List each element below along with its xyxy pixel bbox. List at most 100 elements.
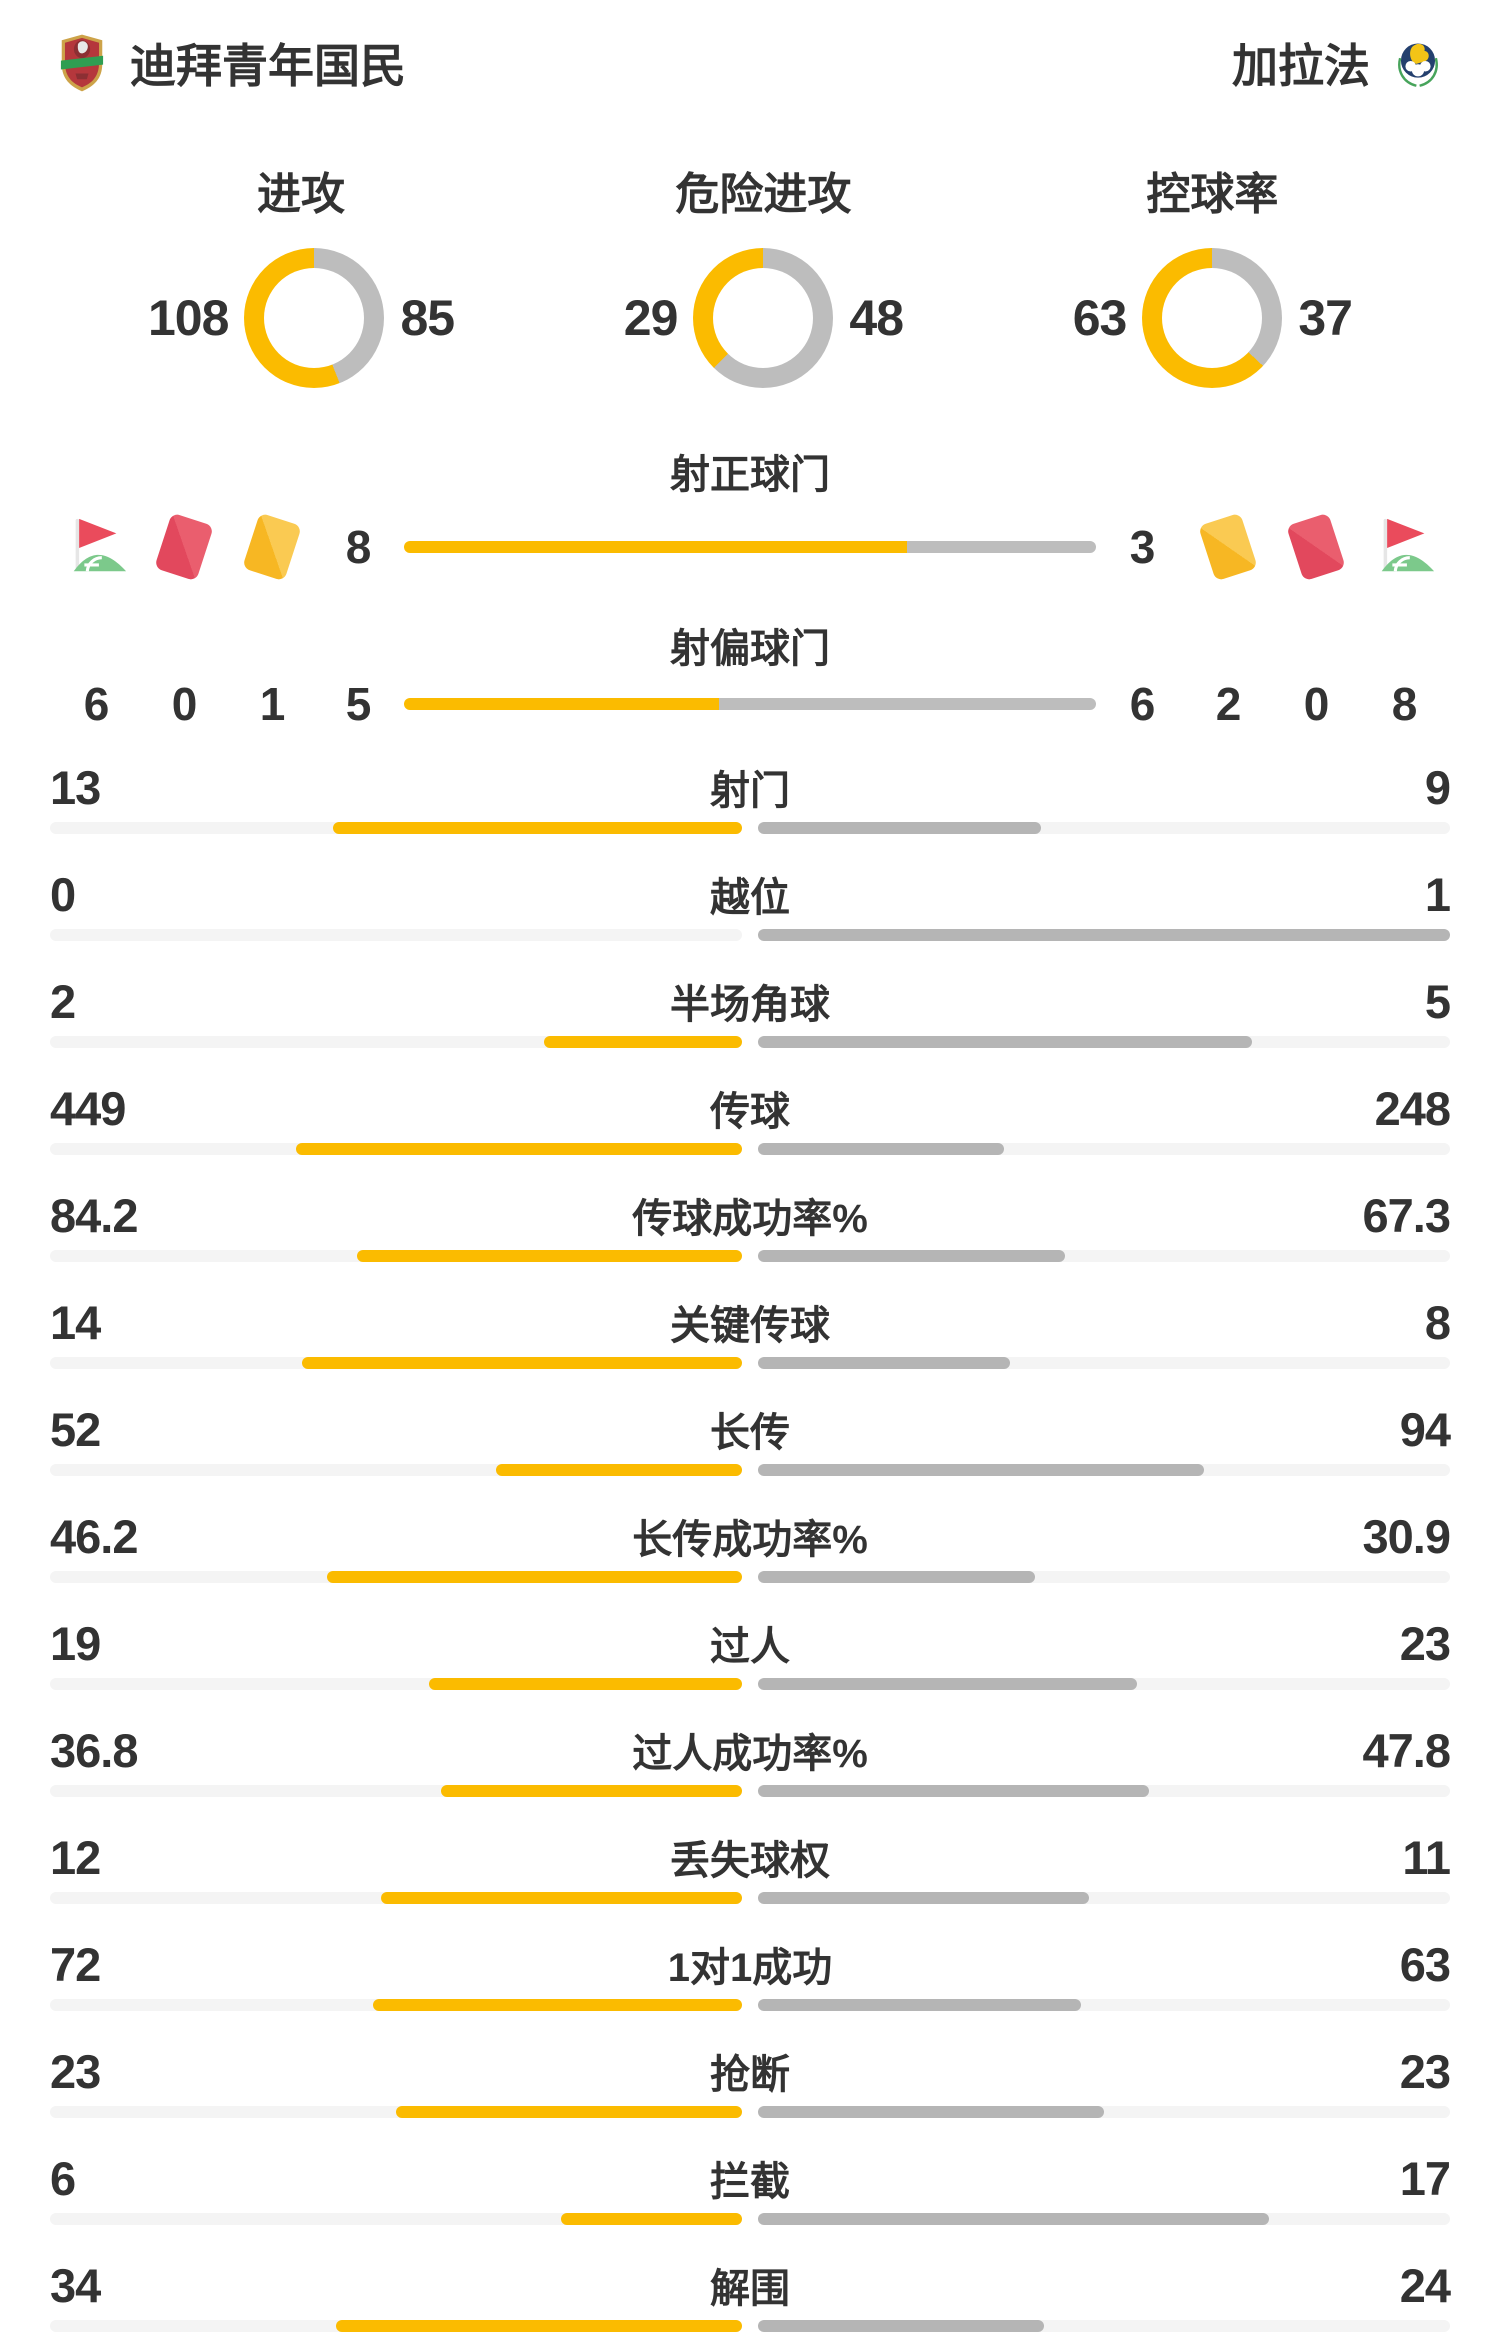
donut-charts-section: 进攻 108 85 危险进攻 29 48 控球率 63 37 <box>0 158 1500 388</box>
away-value: 85 <box>400 290 455 346</box>
away-team: 加拉法 <box>1232 30 1444 96</box>
red-card-icon <box>144 512 224 582</box>
red-card-icon <box>1276 512 1356 582</box>
stat-head: 0 越位 1 <box>50 867 1451 921</box>
away-bar-fill <box>758 1143 1005 1155</box>
stat-head: 84.2 传球成功率% 67.3 <box>50 1188 1451 1242</box>
home-bar-fill <box>296 1143 742 1155</box>
away-bar-fill <box>758 1357 1010 1369</box>
donut-chart: 危险进攻 29 48 <box>623 158 904 388</box>
donut-hole <box>1162 268 1263 368</box>
away-value: 17 <box>1399 2151 1451 2205</box>
away-bar-track <box>758 1036 1450 1048</box>
stat-bars <box>50 929 1450 941</box>
stat-row: 0 越位 1 <box>50 867 1451 941</box>
home-bar-track <box>50 1036 742 1048</box>
home-value: 12 <box>50 1830 101 1884</box>
home-bar-track <box>50 929 742 941</box>
away-bar-fill <box>758 929 1450 941</box>
shots-on-target-title: 射正球门 <box>670 453 830 497</box>
home-bar-track <box>50 1678 742 1690</box>
stat-bars <box>50 2320 1450 2332</box>
home-value: 29 <box>623 290 679 346</box>
home-value: 52 <box>50 1402 101 1456</box>
home-value: 63 <box>1072 290 1128 346</box>
home-value: 13 <box>50 760 101 814</box>
stat-label: 过人成功率% <box>632 1732 868 1776</box>
stat-bars <box>50 2106 1450 2118</box>
stat-row: 34 解围 24 <box>50 2258 1451 2332</box>
home-bar-fill <box>380 1892 742 1904</box>
stat-label: 传球成功率% <box>632 1197 868 1241</box>
away-bar-track <box>758 822 1450 834</box>
donut-label: 控球率 <box>1146 170 1279 219</box>
home-team-logo <box>56 33 108 93</box>
away-value: 9 <box>1424 760 1451 814</box>
away-value: 30.9 <box>1362 1509 1451 1563</box>
stat-head: 23 抢断 23 <box>50 2044 1451 2098</box>
stat-row: 36.8 过人成功率% 47.8 <box>50 1723 1451 1797</box>
away-value: 47.8 <box>1362 1723 1451 1777</box>
header: 迪拜青年国民 加拉法 <box>0 0 1500 96</box>
yellow-card-icon-shape <box>1198 512 1258 582</box>
donut-chart: 控球率 63 37 <box>1072 158 1353 388</box>
stat-head: 6 拦截 17 <box>50 2151 1451 2205</box>
home-red-card-count: 0 <box>171 678 198 730</box>
donut-hole <box>264 268 365 368</box>
stat-row: 52 长传 94 <box>50 1402 1451 1476</box>
stat-bars <box>50 1785 1450 1797</box>
away-value: 48 <box>849 290 904 346</box>
stat-head: 52 长传 94 <box>50 1402 1451 1456</box>
stat-head: 14 关键传球 8 <box>50 1295 1451 1349</box>
home-value: 0 <box>50 867 76 921</box>
donut-ring <box>1142 248 1283 388</box>
stat-label: 射门 <box>710 769 790 813</box>
home-bar-track <box>50 2320 742 2332</box>
home-value: 5 <box>345 678 372 730</box>
away-value: 8 <box>1424 1295 1451 1349</box>
away-bar-fill <box>758 1464 1204 1476</box>
away-bar <box>907 541 1096 553</box>
stat-label: 抢断 <box>710 2053 790 2097</box>
stat-label: 解围 <box>710 2267 790 2311</box>
away-value: 23 <box>1399 2044 1451 2098</box>
away-bar-track <box>758 1571 1450 1583</box>
away-bar-track <box>758 929 1450 941</box>
yellow-card-icon <box>232 512 312 582</box>
home-bar-fill <box>544 1036 742 1048</box>
stat-bars <box>50 1250 1450 1262</box>
home-bar-track <box>50 1571 742 1583</box>
away-corner-count: 8 <box>1391 678 1418 730</box>
away-team-name: 加拉法 <box>1232 40 1370 92</box>
duel-bar <box>404 698 1096 710</box>
away-bar-track <box>758 1357 1450 1369</box>
stat-row: 449 传球 248 <box>50 1081 1451 1155</box>
home-value: 8 <box>345 521 372 573</box>
stat-bars <box>50 822 1450 834</box>
stat-head: 13 射门 9 <box>50 760 1451 814</box>
away-value: 6 <box>1129 678 1156 730</box>
home-value: 449 <box>50 1081 126 1135</box>
away-bar-track <box>758 1785 1450 1797</box>
away-bar-track <box>758 2213 1450 2225</box>
home-value: 14 <box>50 1295 101 1349</box>
home-bar-fill <box>495 1464 742 1476</box>
stat-row: 12 丢失球权 11 <box>50 1830 1451 1904</box>
home-value: 23 <box>50 2044 101 2098</box>
home-bar-track <box>50 1357 742 1369</box>
donut-chart: 进攻 108 85 <box>148 158 455 388</box>
home-value: 6 <box>50 2151 76 2205</box>
stat-bars <box>50 1571 1450 1583</box>
away-bar-track <box>758 2320 1450 2332</box>
away-value: 5 <box>1424 974 1451 1028</box>
away-bar-fill <box>758 1036 1253 1048</box>
donut-figure: 29 48 <box>623 248 904 388</box>
stat-label: 长传 <box>710 1411 790 1455</box>
away-value: 3 <box>1129 521 1156 573</box>
away-value: 37 <box>1298 290 1353 346</box>
home-bar <box>404 541 908 553</box>
stat-row: 23 抢断 23 <box>50 2044 1451 2118</box>
shots-section: 射正球门 8 3 射偏球门 6 0 1 5 6 2 0 8 <box>0 442 1500 732</box>
